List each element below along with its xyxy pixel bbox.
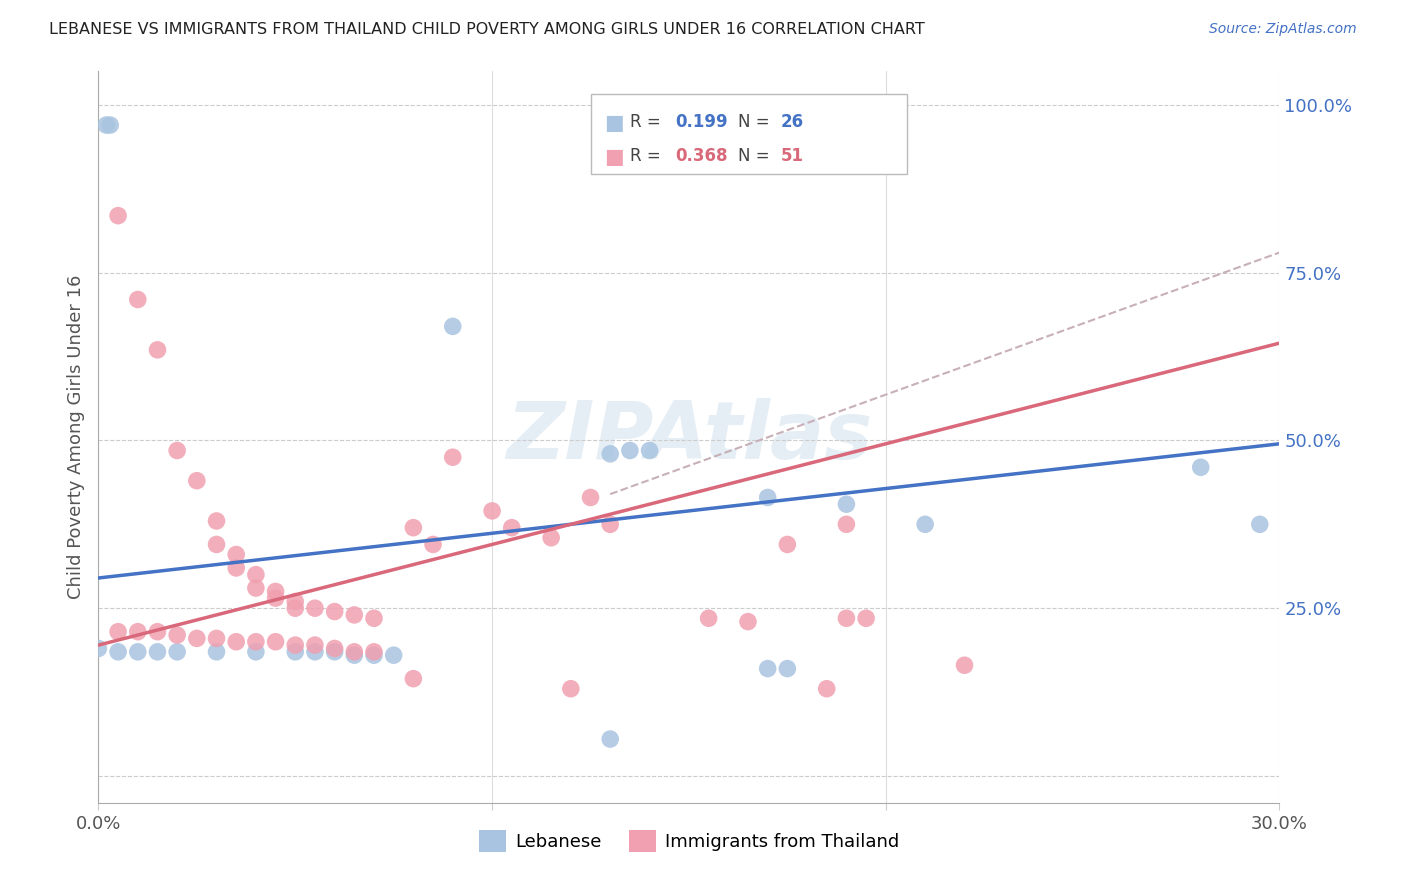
Point	[186, 632, 208, 646]
Point	[560, 681, 582, 696]
Point	[501, 521, 523, 535]
Text: Source: ZipAtlas.com: Source: ZipAtlas.com	[1209, 22, 1357, 37]
Text: ■: ■	[605, 113, 624, 133]
Text: ZIPAtlas: ZIPAtlas	[506, 398, 872, 476]
Point	[441, 319, 464, 334]
Point	[245, 581, 267, 595]
Point	[737, 615, 759, 629]
Point	[815, 681, 838, 696]
Text: 26: 26	[780, 113, 803, 131]
Text: R =: R =	[630, 113, 666, 131]
Point	[697, 611, 720, 625]
Point	[127, 645, 149, 659]
Point	[756, 491, 779, 505]
Point	[343, 607, 366, 622]
Point	[540, 531, 562, 545]
Point	[304, 638, 326, 652]
Point	[225, 561, 247, 575]
Point	[127, 293, 149, 307]
Point	[323, 641, 346, 656]
Point	[953, 658, 976, 673]
Point	[619, 443, 641, 458]
Point	[382, 648, 405, 662]
Point	[186, 474, 208, 488]
Point	[323, 605, 346, 619]
Y-axis label: Child Poverty Among Girls Under 16: Child Poverty Among Girls Under 16	[66, 275, 84, 599]
Text: R =: R =	[630, 147, 666, 165]
Point	[599, 517, 621, 532]
Point	[579, 491, 602, 505]
Point	[363, 648, 385, 662]
Point	[304, 645, 326, 659]
Point	[402, 521, 425, 535]
Point	[284, 594, 307, 608]
Point	[481, 504, 503, 518]
Point	[914, 517, 936, 532]
Point	[284, 645, 307, 659]
Point	[107, 645, 129, 659]
Point	[343, 648, 366, 662]
Text: LEBANESE VS IMMIGRANTS FROM THAILAND CHILD POVERTY AMONG GIRLS UNDER 16 CORRELAT: LEBANESE VS IMMIGRANTS FROM THAILAND CHI…	[49, 22, 925, 37]
Point	[776, 537, 799, 551]
Point	[225, 548, 247, 562]
Point	[1189, 460, 1212, 475]
Text: 0.368: 0.368	[675, 147, 727, 165]
Point	[107, 209, 129, 223]
Legend: Lebanese, Immigrants from Thailand: Lebanese, Immigrants from Thailand	[472, 823, 905, 860]
Point	[835, 517, 858, 532]
Point	[638, 443, 661, 458]
Point	[776, 662, 799, 676]
Point	[146, 624, 169, 639]
Text: N =: N =	[738, 147, 775, 165]
Point	[245, 567, 267, 582]
Point	[245, 634, 267, 648]
Point	[146, 645, 169, 659]
Point	[166, 645, 188, 659]
Text: N =: N =	[738, 113, 775, 131]
Point	[323, 645, 346, 659]
Point	[756, 662, 779, 676]
Point	[205, 514, 228, 528]
Point	[225, 634, 247, 648]
Point	[205, 632, 228, 646]
Point	[146, 343, 169, 357]
Point	[284, 601, 307, 615]
Point	[343, 645, 366, 659]
Point	[1249, 517, 1271, 532]
Point	[264, 634, 287, 648]
Point	[599, 447, 621, 461]
Point	[98, 118, 121, 132]
Text: ■: ■	[605, 147, 624, 167]
Point	[107, 624, 129, 639]
Text: 51: 51	[780, 147, 803, 165]
Point	[166, 628, 188, 642]
Point	[835, 497, 858, 511]
Point	[205, 537, 228, 551]
Point	[599, 732, 621, 747]
Point	[264, 584, 287, 599]
Point	[264, 591, 287, 606]
Point	[284, 638, 307, 652]
Point	[422, 537, 444, 551]
Point	[835, 611, 858, 625]
Point	[96, 118, 118, 132]
Point	[363, 645, 385, 659]
Point	[441, 450, 464, 465]
Point	[363, 611, 385, 625]
Point	[245, 645, 267, 659]
Point	[166, 443, 188, 458]
Point	[304, 601, 326, 615]
Point	[87, 641, 110, 656]
Point	[127, 624, 149, 639]
Point	[402, 672, 425, 686]
Text: 0.199: 0.199	[675, 113, 727, 131]
Point	[855, 611, 877, 625]
Point	[205, 645, 228, 659]
